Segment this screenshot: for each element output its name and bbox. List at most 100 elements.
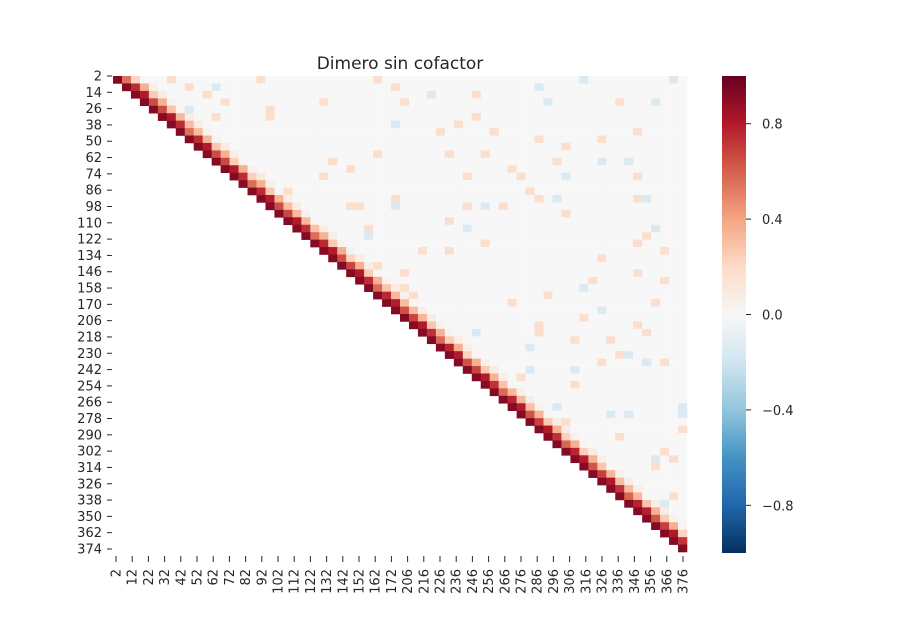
- heatmap-cell: [660, 343, 670, 352]
- heatmap-cell: [606, 120, 616, 129]
- heatmap-cell: [642, 209, 652, 218]
- heatmap-cell: [355, 195, 365, 203]
- heatmap-cell: [337, 157, 347, 166]
- heatmap-cell: [669, 462, 679, 471]
- heatmap-cell: [579, 433, 589, 441]
- heatmap-cell: [534, 247, 544, 255]
- heatmap-cell: [570, 395, 580, 404]
- heatmap-cell: [283, 142, 293, 151]
- heatmap-cell: [408, 172, 419, 181]
- heatmap-cell: [453, 135, 464, 144]
- heatmap-cell: [642, 388, 652, 397]
- heatmap-cell: [507, 321, 517, 330]
- heatmap-cell: [660, 380, 670, 389]
- heatmap-cell: [507, 343, 517, 352]
- heatmap-cell: [651, 142, 661, 151]
- heatmap-cell: [489, 180, 499, 188]
- heatmap-cell: [435, 76, 446, 84]
- heatmap-cell: [426, 232, 437, 240]
- heatmap-cell: [202, 142, 212, 151]
- heatmap-cell: [220, 157, 230, 166]
- heatmap-cell: [507, 224, 517, 233]
- x-tick-label: 266: [498, 569, 513, 594]
- heatmap-cell: [597, 380, 607, 389]
- heatmap-cell: [678, 76, 688, 84]
- heatmap-cell: [651, 239, 661, 248]
- heatmap-cell: [408, 247, 419, 255]
- heatmap-cell: [525, 76, 535, 84]
- heatmap-cell: [408, 150, 419, 159]
- heatmap-cell: [543, 98, 553, 107]
- heatmap-cell: [606, 485, 616, 493]
- y-tick-label: 50: [85, 135, 102, 150]
- heatmap-cell: [166, 90, 177, 99]
- heatmap-cell: [642, 410, 652, 419]
- heatmap-cell: [355, 105, 365, 114]
- heatmap-cell: [651, 314, 661, 322]
- heatmap-cell: [534, 269, 544, 278]
- heatmap-cell: [624, 254, 634, 263]
- heatmap-cell: [588, 470, 598, 478]
- heatmap-cell: [426, 172, 437, 181]
- heatmap-cell: [516, 403, 526, 411]
- heatmap-cell: [480, 187, 490, 196]
- heatmap-cell: [319, 90, 329, 99]
- heatmap-cell: [606, 113, 616, 121]
- heatmap-cell: [624, 239, 634, 248]
- heatmap-cell: [453, 90, 464, 99]
- heatmap-cell: [606, 105, 616, 114]
- heatmap-cell: [247, 120, 257, 129]
- heatmap-cell: [489, 373, 499, 382]
- heatmap-cell: [283, 83, 293, 92]
- heatmap-cell: [642, 299, 652, 307]
- heatmap-cell: [543, 306, 553, 315]
- heatmap-cell: [669, 128, 679, 136]
- heatmap-cell: [417, 120, 428, 129]
- heatmap-cell: [480, 128, 490, 136]
- heatmap-cell: [660, 165, 670, 173]
- heatmap-cell: [660, 83, 670, 92]
- heatmap-cell: [579, 351, 589, 359]
- heatmap-cell: [651, 306, 661, 315]
- heatmap-cell: [480, 254, 490, 263]
- y-tick-label: 2: [94, 70, 102, 85]
- heatmap-cell: [579, 239, 589, 248]
- heatmap-cell: [247, 142, 257, 151]
- heatmap-cell: [651, 395, 661, 404]
- heatmap-cell: [480, 366, 490, 374]
- heatmap-cell: [462, 135, 473, 144]
- heatmap-cell: [139, 98, 150, 107]
- heatmap-cell: [516, 224, 526, 233]
- heatmap-cell: [453, 321, 464, 330]
- heatmap-cell: [355, 180, 365, 188]
- heatmap-cell: [462, 120, 473, 129]
- heatmap-cell: [247, 76, 257, 84]
- heatmap-cell: [310, 90, 320, 99]
- heatmap-cell: [247, 157, 257, 166]
- heatmap-cell: [597, 98, 607, 107]
- heatmap-cell: [274, 165, 284, 173]
- heatmap-cell: [507, 120, 517, 129]
- heatmap-cell: [660, 247, 670, 255]
- heatmap-cell: [570, 105, 580, 114]
- heatmap-cell: [534, 351, 544, 359]
- heatmap-cell: [669, 98, 679, 107]
- heatmap-cell: [669, 142, 679, 151]
- heatmap-cell: [651, 403, 661, 411]
- heatmap-cell: [426, 314, 437, 322]
- heatmap-cell: [373, 76, 383, 84]
- heatmap-cell: [633, 120, 643, 129]
- heatmap-cell: [615, 209, 625, 218]
- heatmap-cell: [373, 239, 383, 248]
- heatmap-cell: [435, 261, 446, 270]
- heatmap-cell: [633, 403, 643, 411]
- heatmap-cell: [534, 410, 544, 419]
- heatmap-cell: [597, 150, 607, 159]
- heatmap-cell: [184, 105, 195, 114]
- heatmap-cell: [471, 232, 482, 240]
- heatmap-cell: [525, 232, 535, 240]
- heatmap-cell: [400, 269, 410, 278]
- y-tick-label: 62: [85, 151, 102, 166]
- heatmap-cell: [516, 410, 526, 419]
- heatmap-cell: [355, 165, 365, 173]
